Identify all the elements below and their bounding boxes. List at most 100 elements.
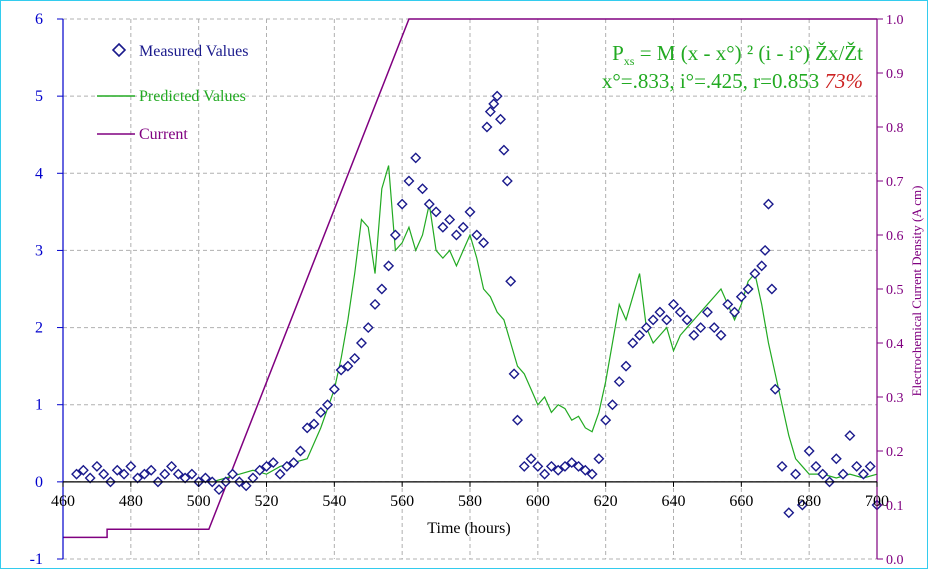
x-tick-label: 600 [526, 493, 550, 510]
legend: Measured Values Predicted Values Current [97, 42, 248, 143]
measured-point [71, 468, 83, 480]
measured-point [98, 468, 110, 480]
percent-value: 73% [825, 69, 864, 93]
measured-point [579, 464, 591, 476]
legend-item-measured: Measured Values [111, 42, 248, 60]
measured-point [759, 244, 771, 256]
measured-point [172, 468, 184, 480]
measured-point [267, 457, 279, 469]
measured-point [817, 468, 829, 480]
measured-point [729, 306, 741, 318]
measured-point [308, 418, 320, 430]
measured-point [328, 383, 340, 395]
measured-point [403, 175, 415, 187]
measured-point [844, 430, 856, 442]
measured-point [864, 460, 876, 472]
x-tick-label: 660 [729, 493, 753, 510]
measured-point [508, 368, 520, 380]
y-tick-label: 2 [35, 320, 43, 337]
measured-point [464, 206, 476, 218]
measured-point [498, 144, 510, 156]
measured-point [335, 364, 347, 376]
measured-point [586, 468, 598, 480]
measured-point [749, 268, 761, 280]
measured-point [118, 468, 130, 480]
x-tick-label: 500 [187, 493, 211, 510]
measured-point [437, 221, 449, 233]
y2-tick-label: 0.2 [886, 445, 904, 460]
y-tick-label: -1 [30, 551, 43, 568]
measured-point [349, 352, 361, 364]
y-tick-labels: -1 0 1 2 3 4 5 6 [30, 11, 43, 568]
measured-point [138, 468, 150, 480]
y-tick-label: 5 [35, 88, 43, 105]
measured-point [369, 298, 381, 310]
measured-point [708, 322, 720, 334]
measured-point [701, 306, 713, 318]
y-tick-label: 4 [35, 165, 43, 182]
measured-point [362, 322, 374, 334]
measured-point [247, 472, 259, 484]
measured-point [410, 152, 422, 164]
measured-point [315, 406, 327, 418]
measured-point [159, 468, 171, 480]
y2-tick-label: 0.8 [886, 121, 904, 136]
measured-point [389, 229, 401, 241]
x-tick-label: 480 [119, 493, 143, 510]
measured-point [417, 183, 429, 195]
y2-tick-label: 0.5 [886, 283, 904, 298]
measured-point [661, 314, 673, 326]
measured-point [525, 453, 537, 465]
measured-point [742, 283, 754, 295]
measured-point [186, 468, 198, 480]
measured-point [240, 480, 252, 492]
measured-point [654, 306, 666, 318]
measured-point [199, 472, 211, 484]
x-tick-label: 680 [797, 493, 821, 510]
measured-point [342, 360, 354, 372]
legend-marker-diamond [111, 42, 127, 58]
measured-point [857, 468, 869, 480]
legend-label-measured: Measured Values [139, 43, 248, 60]
measured-point [125, 460, 137, 472]
y2-tick-label: 0.7 [886, 175, 904, 190]
current-line [63, 18, 877, 539]
measured-point [179, 472, 191, 484]
measured-point [695, 322, 707, 334]
measured-point [322, 399, 334, 411]
y-tick-label: 0 [35, 474, 43, 491]
measured-point [213, 484, 225, 496]
y2-tick-label: 0.9 [886, 67, 904, 82]
predicted-series [212, 165, 878, 483]
y2-tick-labels: 0.0 0.1 0.2 0.3 0.4 0.5 0.6 0.7 0.8 0.9 1.0 [886, 13, 904, 568]
measured-point [766, 283, 778, 295]
x-tick-label: 520 [255, 493, 279, 510]
measured-point [484, 106, 496, 118]
equation-line-2: x°=.833, i°=.425, r=0.853 73% [602, 69, 863, 93]
measured-point [261, 460, 272, 472]
predicted-line [212, 165, 878, 483]
measured-point [681, 314, 693, 326]
measured-point [254, 464, 266, 476]
measured-point [552, 464, 564, 476]
measured-point [620, 360, 632, 372]
measured-point [471, 229, 483, 241]
measured-point [166, 460, 178, 472]
measured-point [495, 113, 507, 125]
measured-point [668, 298, 679, 310]
x-tick-label: 540 [322, 493, 346, 510]
measured-point [735, 291, 747, 303]
measured-point [803, 445, 815, 457]
measured-point [532, 460, 544, 472]
measured-point [851, 460, 863, 472]
measured-point [783, 507, 795, 519]
x-tick-labels: 460 480 500 520 540 560 580 600 620 640 660 680 700 [51, 493, 889, 510]
measured-series [71, 90, 883, 519]
legend-item-current: Current [97, 126, 188, 143]
measured-point [301, 422, 313, 434]
measured-point [647, 314, 659, 326]
measured-point [518, 460, 530, 472]
measured-point [627, 337, 639, 349]
measured-point [573, 460, 585, 472]
